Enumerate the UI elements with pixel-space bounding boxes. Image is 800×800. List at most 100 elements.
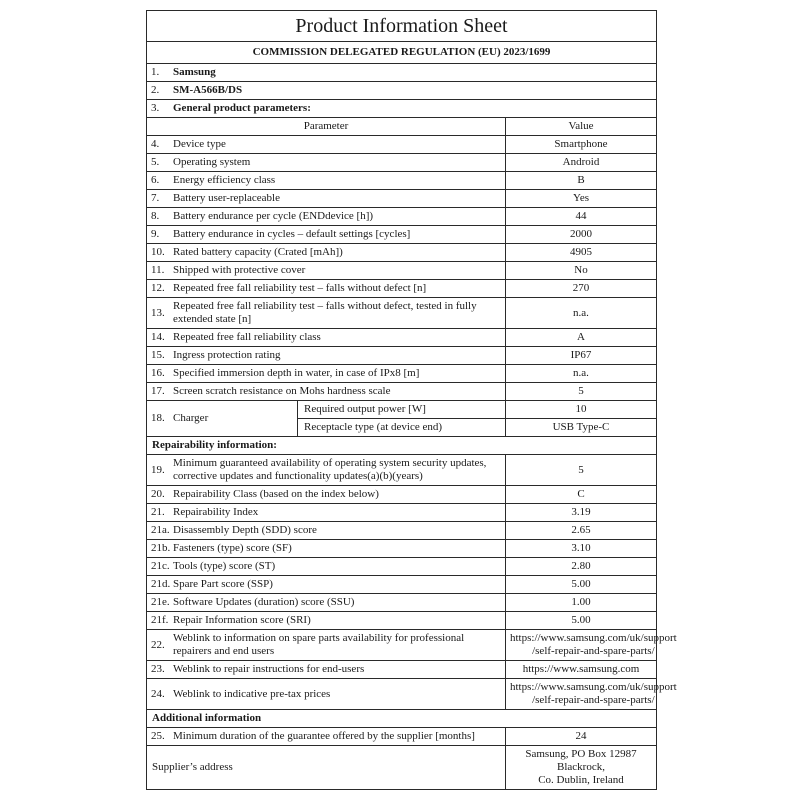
parameter-value: 5.00 <box>571 614 591 626</box>
parameter-label: Weblink to indicative pre-tax prices <box>173 687 331 700</box>
parameter-label: Spare Part score (SSP) <box>173 578 273 590</box>
row-number: 2. <box>151 84 160 96</box>
parameter-label: Shipped with protective cover <box>173 264 306 276</box>
parameter-label: Repairability Class (based on the index … <box>173 488 379 500</box>
row-label-cell: 9. Battery endurance in cycles – default … <box>147 226 506 243</box>
table-row: 25. Minimum duration of the guarantee off… <box>147 727 656 745</box>
row-number: 12. <box>151 282 165 294</box>
parameter-value: 3.10 <box>571 542 591 554</box>
row-number: 15. <box>151 349 165 361</box>
row-number: 3. <box>151 102 160 114</box>
parameter-value: 44 <box>575 210 587 222</box>
parameter-value: IP67 <box>570 349 592 361</box>
parameter-value: No <box>574 264 588 276</box>
column-header-parameter: Parameter <box>147 118 506 135</box>
column-header-value: Value <box>568 120 594 132</box>
parameter-label: Repairability Index <box>173 506 259 518</box>
table-row: 21c. Tools (type) score (ST) 2.80 <box>147 557 656 575</box>
section-header: Additional information <box>147 709 656 727</box>
parameter-label: Specified immersion depth in water, in c… <box>173 367 420 379</box>
row-label-cell: 10. Rated battery capacity (Crated [mAh]) <box>147 244 506 261</box>
table-row: 24. Weblink to indicative pre-tax prices h… <box>147 678 677 709</box>
parameter-value: n.a. <box>573 367 589 379</box>
row-label: Samsung <box>173 66 216 78</box>
row-number: 22. <box>151 638 165 651</box>
table-row: 23. Weblink to repair instructions for en… <box>147 660 656 678</box>
row-label-cell: 19. Minimum guaranteed availability of op… <box>147 455 506 485</box>
row-label-cell: 8. Battery endurance per cycle (ENDdevice… <box>147 208 506 225</box>
parameter-label: Operating system <box>173 156 251 168</box>
parameter-label: Weblink to information on spare parts av… <box>173 632 465 657</box>
row-label-cell: 21a. Disassembly Depth (SDD) score <box>147 522 506 539</box>
row-label-cell: 16. Specified immersion depth in water, i… <box>147 365 506 382</box>
table-row: 17. Screen scratch resistance on Mohs har… <box>147 382 656 400</box>
parameter-value: 10 <box>575 403 587 415</box>
row-label-cell: 12. Repeated free fall reliability test –… <box>147 280 506 297</box>
parameter-value: 2.65 <box>571 524 591 536</box>
table-row: 13. Repeated free fall reliability test –… <box>147 297 656 328</box>
row-number: 21f. <box>151 614 169 626</box>
charger-row: 18. Charger Required output power [W] 10 Rec… <box>147 400 656 436</box>
table-row: 10. Rated battery capacity (Crated [mAh])… <box>147 243 656 261</box>
parameter-value: B <box>577 174 585 186</box>
row-label-cell: 17. Screen scratch resistance on Mohs har… <box>147 383 506 400</box>
parameter-value: 5.00 <box>571 578 591 590</box>
row-label-cell: 13. Repeated free fall reliability test –… <box>147 298 506 328</box>
parameter-label: Disassembly Depth (SDD) score <box>173 524 317 536</box>
parameter-value: https://www.samsung.com/uk/support/self-… <box>510 681 677 706</box>
parameter-label: Minimum guaranteed availability of opera… <box>173 457 487 482</box>
row-number: 24. <box>151 687 165 700</box>
parameter-label: Receptacle type (at device end) <box>298 419 506 436</box>
row-label-cell: 15. Ingress protection rating <box>147 347 506 364</box>
row-label-cell: 23. Weblink to repair instructions for en… <box>147 661 506 678</box>
row-label-cell: 14. Repeated free fall reliability class <box>147 329 506 346</box>
row-label: General product parameters: <box>173 102 311 114</box>
parameter-label: Repeated free fall reliability test – fa… <box>173 300 477 325</box>
table-row: 3. General product parameters: <box>147 99 656 117</box>
parameter-value: https://www.samsung.com <box>522 663 640 675</box>
row-number: 17. <box>151 385 165 397</box>
row-number: 4. <box>151 138 160 150</box>
row-label: SM-A566B/DS <box>173 84 243 96</box>
parameter-label: Weblink to repair instructions for end-u… <box>173 663 365 675</box>
table-row: 21e. Software Updates (duration) score (S… <box>147 593 656 611</box>
row-number: 1. <box>151 66 160 78</box>
row-label-cell: Supplier’s address <box>147 746 506 789</box>
row-number: 8. <box>151 210 160 222</box>
parameter-label: Tools (type) score (ST) <box>173 560 276 572</box>
parameter-label: Rated battery capacity (Crated [mAh]) <box>173 246 343 258</box>
product-information-sheet: Product Information Sheet COMMISSION DEL… <box>146 10 677 790</box>
parameter-label: Fasteners (type) score (SF) <box>173 542 292 554</box>
table-row: 21f. Repair Information score (SRI) 5.00 <box>147 611 656 629</box>
charger-subrow: Required output power [W] 10 <box>298 401 656 418</box>
parameter-label: Required output power [W] <box>298 401 506 418</box>
row-label-cell: 21. Repairability Index <box>147 504 506 521</box>
row-label-cell: 22. Weblink to information on spare parts… <box>147 630 506 660</box>
table-row: Supplier’s address Samsung, PO Box 12987 … <box>147 745 656 789</box>
table-row: 7. Battery user-replaceable Yes <box>147 189 656 207</box>
parameter-value: 24 <box>575 730 587 742</box>
parameter-value: Smartphone <box>554 138 608 150</box>
parameter-label: Repeated free fall reliability test – fa… <box>173 282 427 294</box>
parameter-value: 4905 <box>570 246 592 258</box>
row-label-cell: 7. Battery user-replaceable <box>147 190 506 207</box>
row-label-cell: 21f. Repair Information score (SRI) <box>147 612 506 629</box>
table-row: 21b. Fasteners (type) score (SF) 3.10 <box>147 539 656 557</box>
row-number: 18. <box>151 412 165 424</box>
row-number: 6. <box>151 174 160 186</box>
table-row: 5. Operating system Android <box>147 153 656 171</box>
table-row: 2. SM-A566B/DS <box>147 81 656 99</box>
row-label-cell: 21e. Software Updates (duration) score (S… <box>147 594 506 611</box>
table-row: 21a. Disassembly Depth (SDD) score 2.65 <box>147 521 656 539</box>
parameter-value: Yes <box>572 192 589 204</box>
row-number: 21d. <box>151 578 171 590</box>
regulation-banner: COMMISSION DELEGATED REGULATION (EU) 202… <box>147 41 656 63</box>
table-row: 1. Samsung <box>147 63 656 81</box>
row-number: 21c. <box>151 560 170 572</box>
parameter-value: 5 <box>578 463 584 476</box>
parameter-label: Repair Information score (SRI) <box>173 614 311 626</box>
parameter-label: Ingress protection rating <box>173 349 281 361</box>
row-number: 13. <box>151 306 165 319</box>
row-label: Charger <box>173 412 209 424</box>
parameter-label: Energy efficiency class <box>173 174 276 186</box>
